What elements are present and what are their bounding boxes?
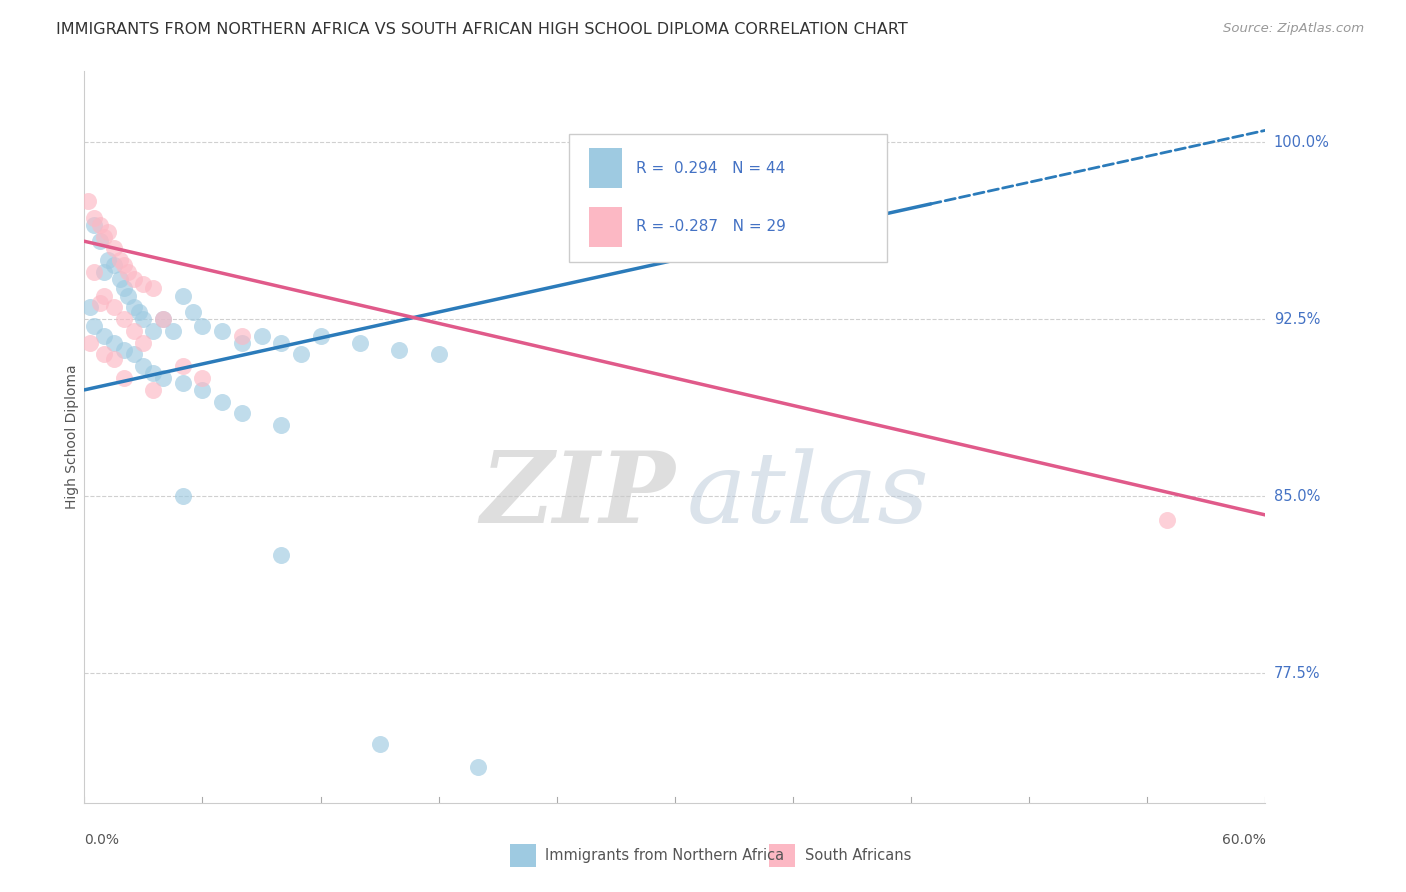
Point (309, 328, 332, 343)
Point (83, 211, 105, 225)
Point (132, 277, 155, 291)
Point (77, 194, 100, 208)
Point (349, 335, 371, 350)
Point (97, 253, 120, 268)
Point (152, 371, 174, 385)
Point (83, 218, 105, 232)
Text: 85.0%: 85.0% (1274, 489, 1320, 504)
Point (83, 319, 105, 334)
Point (152, 312, 174, 326)
Point (97, 225, 120, 239)
Point (108, 272, 131, 286)
Point (132, 312, 155, 326)
Text: ZIP: ZIP (479, 448, 675, 544)
Point (112, 371, 135, 385)
Text: South Africans: South Africans (804, 848, 911, 863)
Point (93, 328, 115, 343)
Point (122, 301, 145, 315)
Y-axis label: High School Diploma: High School Diploma (65, 365, 79, 509)
Text: 60.0%: 60.0% (1222, 833, 1265, 847)
Text: R =  0.294   N = 44: R = 0.294 N = 44 (636, 161, 785, 176)
Point (117, 288, 139, 302)
Text: R = -0.287   N = 29: R = -0.287 N = 29 (636, 219, 786, 235)
Point (103, 301, 125, 315)
Point (83, 265, 105, 279)
Point (103, 241, 125, 255)
Point (191, 319, 214, 334)
Text: IMMIGRANTS FROM NORTHERN AFRICA VS SOUTH AFRICAN HIGH SCHOOL DIPLOMA CORRELATION: IMMIGRANTS FROM NORTHERN AFRICA VS SOUTH… (56, 22, 908, 37)
Text: 77.5%: 77.5% (1274, 665, 1320, 681)
Point (93, 229, 115, 244)
Point (112, 281, 135, 295)
Point (467, 760, 489, 774)
Point (132, 359, 155, 374)
Text: atlas: atlas (686, 448, 929, 543)
Bar (589, 148, 621, 188)
Point (89, 218, 111, 232)
Point (117, 265, 139, 279)
Point (142, 281, 165, 295)
Point (79, 335, 101, 350)
Point (93, 288, 115, 302)
Point (112, 258, 135, 272)
Point (172, 489, 194, 503)
Bar (769, 844, 796, 867)
Point (368, 737, 391, 751)
Point (103, 258, 125, 272)
Point (191, 371, 214, 385)
Point (270, 418, 292, 433)
Point (181, 305, 204, 319)
Point (142, 367, 165, 381)
Point (93, 265, 115, 279)
Point (122, 272, 145, 286)
Point (191, 383, 214, 397)
Point (231, 335, 253, 350)
Point (172, 359, 194, 374)
Point (250, 328, 273, 343)
Text: 100.0%: 100.0% (1274, 135, 1330, 150)
Point (132, 335, 155, 350)
Point (427, 347, 450, 361)
Point (211, 324, 233, 338)
Point (270, 335, 292, 350)
Point (172, 376, 194, 390)
Bar (509, 844, 536, 867)
Point (211, 394, 233, 409)
Point (122, 324, 145, 338)
Point (388, 343, 411, 357)
Point (103, 335, 125, 350)
Point (162, 324, 184, 338)
Point (231, 328, 253, 343)
FancyBboxPatch shape (568, 134, 887, 261)
Point (108, 253, 131, 268)
Point (89, 295, 111, 310)
Point (122, 347, 145, 361)
Point (89, 234, 111, 248)
Point (270, 548, 292, 562)
Point (152, 312, 174, 326)
Text: Source: ZipAtlas.com: Source: ZipAtlas.com (1223, 22, 1364, 36)
Point (290, 347, 312, 361)
Point (93, 347, 115, 361)
Point (112, 343, 135, 357)
Point (112, 312, 135, 326)
Text: Immigrants from Northern Africa: Immigrants from Northern Africa (546, 848, 785, 863)
Point (103, 352, 125, 367)
Point (231, 407, 253, 421)
Text: 92.5%: 92.5% (1274, 311, 1320, 326)
Point (128, 305, 150, 319)
Point (1156, 513, 1178, 527)
Point (172, 288, 194, 302)
Point (142, 383, 165, 397)
Text: 0.0%: 0.0% (84, 833, 120, 847)
Bar (589, 207, 621, 247)
Point (142, 324, 165, 338)
Point (79, 301, 101, 315)
